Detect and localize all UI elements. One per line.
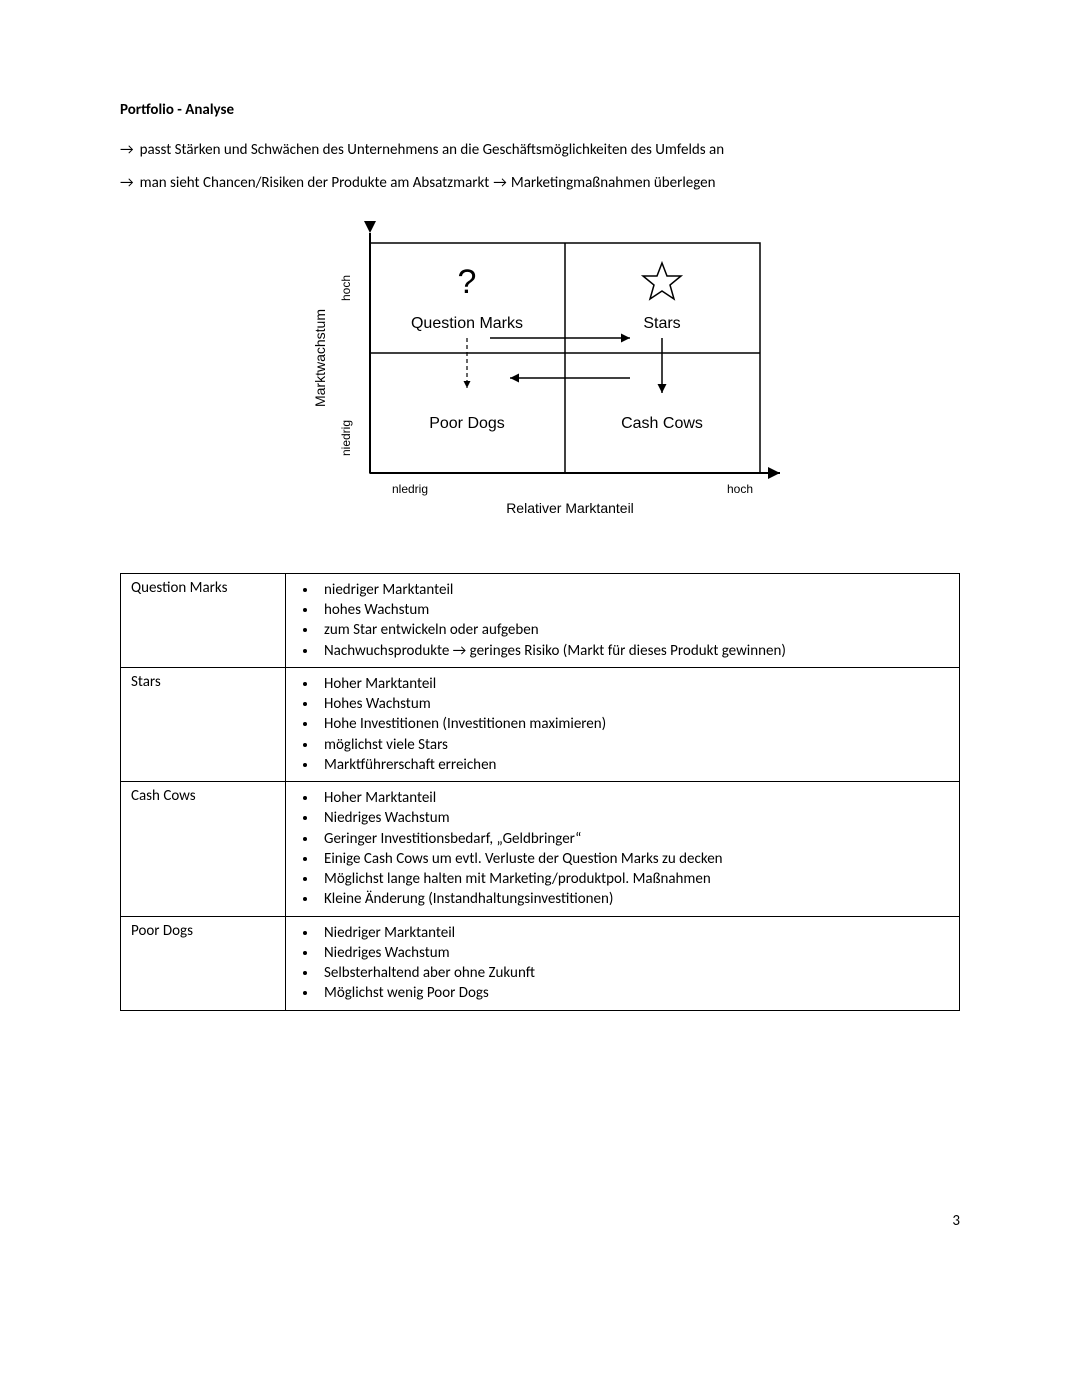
list-item: Kleine Änderung (Instandhaltungsinvestit…	[318, 889, 951, 909]
list-item: Möglichst wenig Poor Dogs	[318, 983, 951, 1003]
intro-text-2a: man sieht Chancen/Risiken der Produkte a…	[140, 174, 490, 192]
list-item: möglichst viele Stars	[318, 735, 951, 755]
intro-text-2b: Marketingmaßnahmen überlegen	[511, 174, 716, 192]
list-item: Selbsterhaltend aber ohne Zukunft	[318, 963, 951, 983]
table-row: StarsHoher MarktanteilHohes WachstumHohe…	[121, 667, 960, 781]
table-row-key: Poor Dogs	[121, 916, 286, 1010]
list-item: hohes Wachstum	[318, 600, 951, 620]
list-item: Hoher Marktanteil	[318, 674, 951, 694]
x-axis-label: Relativer Marktanteil	[506, 500, 634, 516]
list-item: Hohe Investitionen (Investitionen maximi…	[318, 714, 951, 734]
bcg-matrix-diagram: ? Question Marks Stars Poor Dogs Cash Co…	[120, 213, 960, 543]
list-item: niedriger Marktanteil	[318, 580, 951, 600]
table-row-content: Niedriger MarktanteilNiedriges WachstumS…	[286, 916, 960, 1010]
x-axis-high: hoch	[727, 482, 753, 496]
quadrant-label-dogs: Poor Dogs	[429, 415, 505, 432]
list-item: zum Star entwickeln oder aufgeben	[318, 620, 951, 640]
table-row: Cash CowsHoher MarktanteilNiedriges Wach…	[121, 782, 960, 917]
list-item: Niedriger Marktanteil	[318, 923, 951, 943]
table-row-content: Hoher MarktanteilNiedriges WachstumGerin…	[286, 782, 960, 917]
y-axis-label: Marktwachstum	[312, 309, 328, 407]
table-row-key: Stars	[121, 667, 286, 781]
list-item: Nachwuchsprodukte → geringes Risiko (Mar…	[318, 641, 951, 661]
list-item: Möglichst lange halten mit Marketing/pro…	[318, 869, 951, 889]
question-mark-icon: ?	[458, 263, 477, 301]
table-row: Poor DogsNiedriger MarktanteilNiedriges …	[121, 916, 960, 1010]
list-item: Marktführerschaft erreichen	[318, 755, 951, 775]
table-row-key: Cash Cows	[121, 782, 286, 917]
list-item: Geringer Investitionsbedarf, „Geldbringe…	[318, 829, 951, 849]
quadrant-label-stars: Stars	[643, 315, 680, 332]
arrow-icon: →	[493, 174, 507, 192]
page-title: Portfolio - Analyse	[120, 100, 960, 120]
intro-line-1: passt Stärken und Schwächen des Unterneh…	[120, 140, 960, 160]
table-row-key: Question Marks	[121, 573, 286, 667]
x-axis-low: nledrig	[392, 482, 428, 496]
quadrant-label-qm: Question Marks	[411, 315, 523, 332]
quadrant-label-cows: Cash Cows	[621, 415, 703, 432]
arrow-icon	[120, 141, 140, 159]
list-item: Niedriges Wachstum	[318, 943, 951, 963]
list-item: Niedriges Wachstum	[318, 808, 951, 828]
list-item: Hohes Wachstum	[318, 694, 951, 714]
intro-text-1: passt Stärken und Schwächen des Unterneh…	[140, 141, 725, 159]
y-axis-high: hoch	[339, 275, 353, 301]
intro-line-2: man sieht Chancen/Risiken der Produkte a…	[120, 173, 960, 193]
arrow-icon	[120, 174, 140, 192]
list-item: Hoher Marktanteil	[318, 788, 951, 808]
table-row-content: niedriger Marktanteilhohes Wachstumzum S…	[286, 573, 960, 667]
star-icon	[643, 263, 681, 299]
list-item: Einige Cash Cows um evtl. Verluste der Q…	[318, 849, 951, 869]
page-number: 3	[120, 1211, 960, 1231]
table-row-content: Hoher MarktanteilHohes WachstumHohe Inve…	[286, 667, 960, 781]
portfolio-table: Question Marksniedriger Marktanteilhohes…	[120, 573, 960, 1011]
y-axis-low: niedrig	[339, 420, 353, 456]
table-row: Question Marksniedriger Marktanteilhohes…	[121, 573, 960, 667]
